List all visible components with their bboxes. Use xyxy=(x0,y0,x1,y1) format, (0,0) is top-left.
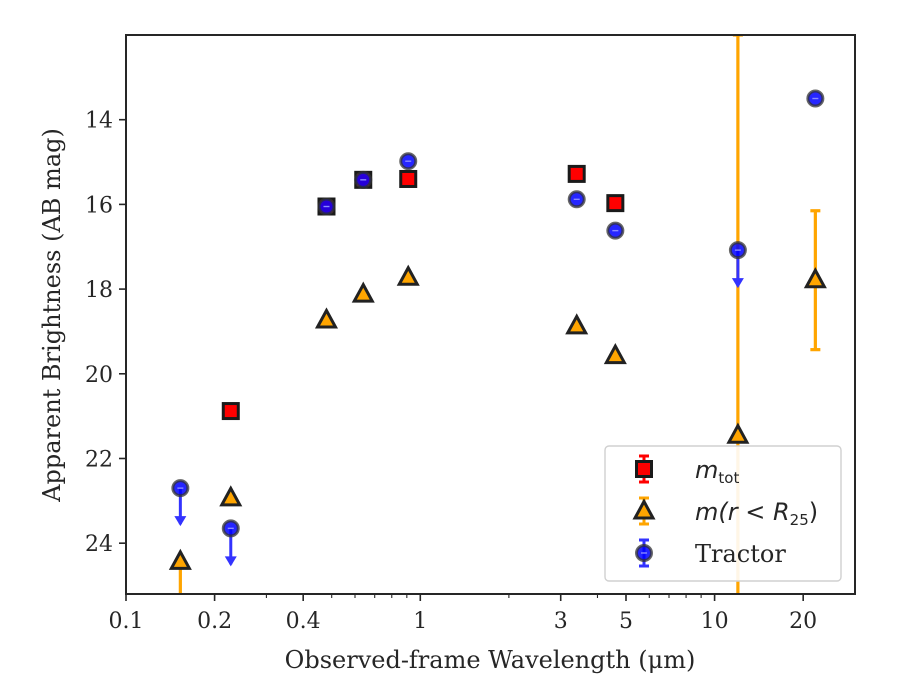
square-point xyxy=(399,169,418,188)
data-layer xyxy=(168,35,827,594)
upper-limit-arrowhead xyxy=(731,278,744,289)
square-point xyxy=(567,164,586,183)
x-tick-label: 0.2 xyxy=(197,609,232,634)
triangle-point xyxy=(396,264,420,286)
x-tick-label: 0.4 xyxy=(286,609,321,634)
triangle-point xyxy=(351,281,375,303)
legend-marker xyxy=(635,460,653,478)
square-point xyxy=(606,194,625,213)
legend-box xyxy=(604,445,842,582)
triangle-point xyxy=(803,267,827,289)
triangle-point xyxy=(219,485,243,507)
triangle-point xyxy=(565,313,589,335)
triangle-point xyxy=(726,422,750,444)
legend-label: Tractor xyxy=(695,540,786,568)
upper-limit-arrowhead xyxy=(174,516,187,527)
x-tick-label: 1 xyxy=(413,609,427,634)
square-point xyxy=(221,402,240,421)
y-tick-label: 14 xyxy=(85,109,113,134)
triangle-point xyxy=(314,307,339,329)
plot-area: 0.1 0.2 0.4 1 3 5 10 20 14 16 18 20 22 24 xyxy=(85,34,856,634)
x-tick-label: 10 xyxy=(701,609,729,634)
triangle-point xyxy=(168,548,192,570)
plot-frame xyxy=(125,34,856,595)
y-tick-label: 20 xyxy=(85,363,113,388)
legend-marker xyxy=(632,498,656,520)
x-tick-label: 20 xyxy=(789,609,817,634)
y-axis-label: Apparent Brightness (AB mag) xyxy=(38,128,66,503)
y-tick-label: 24 xyxy=(85,532,113,557)
y-tick-label: 22 xyxy=(85,447,113,472)
x-tick-label: 3 xyxy=(554,609,568,634)
x-tick-label: 5 xyxy=(619,609,633,634)
x-axis-label: Observed-frame Wavelength (μm) xyxy=(285,646,696,674)
upper-limit-arrowhead xyxy=(224,556,237,567)
x-tick-label: 0.1 xyxy=(109,609,144,634)
y-tick-label: 16 xyxy=(85,193,113,218)
y-tick-label: 18 xyxy=(85,278,113,303)
triangle-point xyxy=(603,342,627,365)
